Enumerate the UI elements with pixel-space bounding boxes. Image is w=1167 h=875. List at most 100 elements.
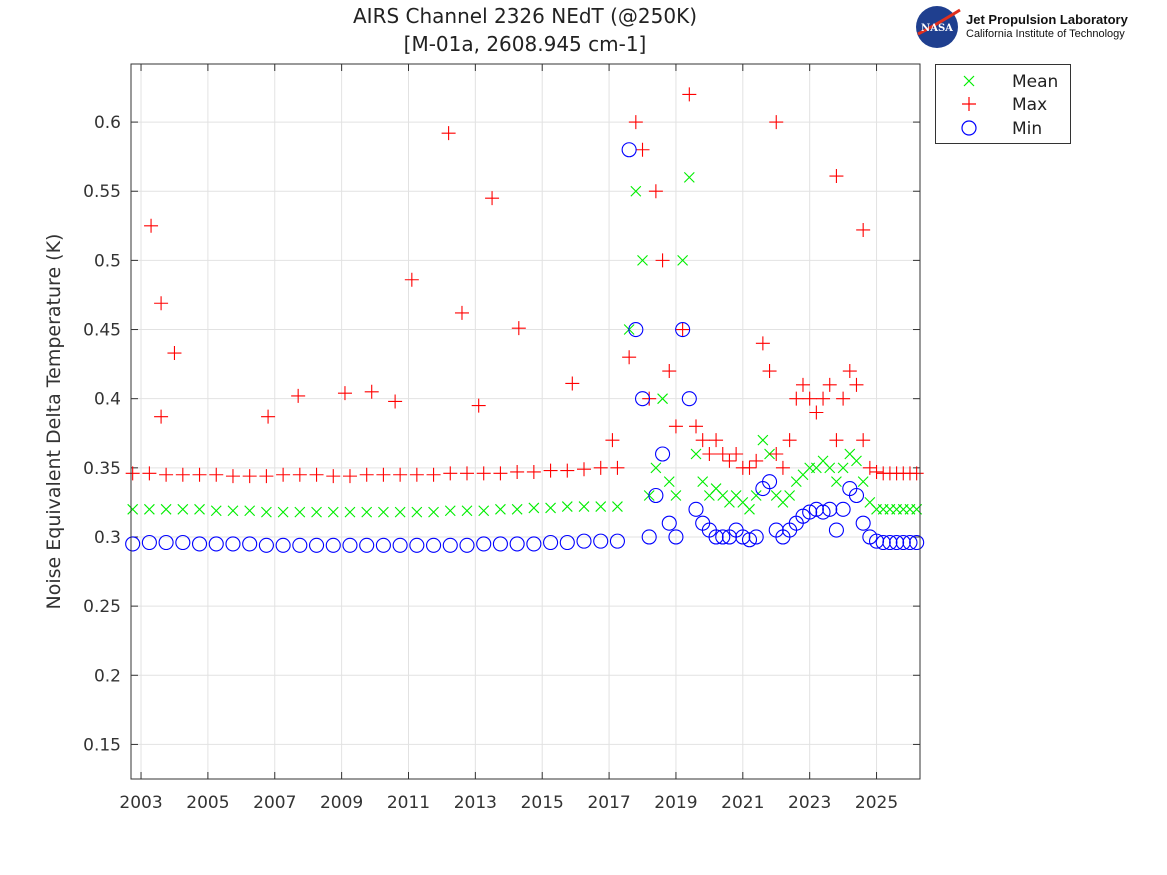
max-point	[668, 419, 683, 434]
max-point	[388, 394, 403, 409]
max-point	[695, 433, 710, 448]
max-point	[167, 346, 182, 361]
max-point	[715, 447, 730, 461]
max-point	[822, 377, 837, 392]
mean-point	[824, 462, 836, 474]
min-point	[802, 504, 818, 520]
x-tick-label: 2023	[788, 793, 831, 813]
max-point	[154, 409, 169, 424]
mean-point	[637, 254, 648, 266]
min-point	[675, 321, 691, 338]
max-point	[769, 447, 784, 461]
min-point	[681, 391, 697, 407]
mean-point	[394, 506, 406, 518]
mean-point	[444, 505, 456, 517]
max-point	[842, 364, 857, 379]
max-point	[829, 433, 844, 448]
max-point	[702, 447, 717, 461]
min-point	[895, 534, 911, 551]
max-point	[675, 322, 690, 337]
max-point	[849, 377, 864, 392]
min-point	[634, 391, 651, 407]
mean-point	[277, 506, 289, 518]
x-marker-icon	[963, 75, 975, 87]
max-point	[471, 398, 486, 413]
y-tick-label: 0.4	[94, 390, 121, 410]
mean-point	[545, 502, 556, 514]
mean-point	[311, 506, 322, 518]
max-point	[144, 218, 159, 233]
min-point	[225, 536, 241, 552]
max-point	[802, 391, 817, 406]
max-point	[261, 409, 276, 424]
min-point	[822, 501, 838, 517]
plot-frame	[130, 63, 921, 780]
mean-point	[837, 462, 849, 474]
max-point	[869, 464, 884, 479]
mean-point	[831, 476, 842, 488]
x-tick-label: 2011	[387, 793, 430, 813]
mean-point	[361, 506, 373, 518]
min-point	[882, 534, 898, 551]
max-point	[376, 467, 391, 482]
max-point	[175, 467, 190, 482]
min-point	[359, 537, 375, 553]
max-point	[610, 460, 625, 475]
max-point	[816, 391, 831, 406]
min-point	[661, 515, 677, 531]
max-point	[836, 391, 851, 406]
x-tick-label: 2021	[721, 793, 764, 813]
max-point	[125, 466, 140, 481]
min-point	[741, 532, 758, 548]
min-point	[628, 321, 644, 338]
min-point	[459, 537, 475, 553]
mean-point	[244, 505, 256, 517]
max-point	[364, 384, 379, 399]
min-point	[342, 537, 358, 553]
min-point	[828, 522, 844, 538]
mean-point	[143, 503, 155, 515]
max-point	[648, 184, 663, 199]
min-point	[158, 534, 174, 551]
min-point	[509, 536, 525, 552]
max-point	[485, 191, 500, 206]
max-point	[565, 376, 580, 391]
min-point	[909, 534, 925, 551]
max-point	[775, 460, 790, 475]
max-point	[635, 142, 650, 157]
legend-label: Min	[1012, 119, 1043, 139]
max-point	[393, 467, 408, 482]
min-point	[191, 536, 208, 552]
min-point	[889, 534, 905, 551]
legend-label: Max	[1012, 95, 1048, 115]
min-point	[526, 536, 542, 552]
x-tick-label: 2017	[587, 793, 630, 813]
max-point	[337, 386, 352, 401]
min-point	[141, 534, 157, 551]
max-point	[689, 419, 704, 434]
legend-item-mean: Mean	[936, 70, 1070, 92]
max-point	[795, 377, 810, 392]
max-point	[326, 469, 341, 484]
max-point	[511, 321, 526, 336]
x-tick-label: 2019	[654, 793, 697, 813]
min-point	[492, 536, 508, 552]
min-point	[855, 515, 871, 531]
jpl-logo: NASA Jet Propulsion Laboratory Californi…	[914, 4, 1164, 50]
max-point	[242, 469, 257, 484]
max-point	[404, 272, 419, 287]
max-point	[276, 467, 291, 482]
min-point	[325, 537, 341, 553]
min-point	[292, 537, 308, 553]
mean-point	[378, 506, 389, 518]
max-point	[159, 467, 174, 482]
max-point	[709, 433, 724, 448]
min-point	[125, 536, 141, 552]
min-point	[242, 536, 258, 552]
min-point	[308, 537, 325, 553]
max-point	[782, 433, 797, 448]
min-point	[641, 529, 657, 545]
min-point	[648, 487, 664, 504]
max-point	[309, 467, 324, 482]
